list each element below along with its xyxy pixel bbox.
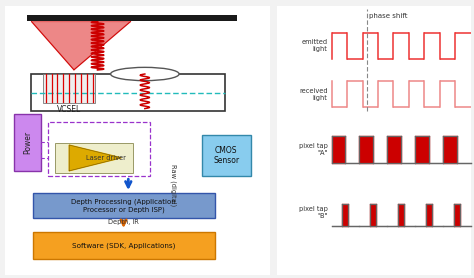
- FancyBboxPatch shape: [33, 193, 215, 218]
- FancyBboxPatch shape: [55, 143, 133, 173]
- Text: Laser driver: Laser driver: [86, 155, 126, 161]
- Text: Depth Processing (Application
Processor or Depth ISP): Depth Processing (Application Processor …: [71, 199, 176, 213]
- Text: Software (SDK, Applications): Software (SDK, Applications): [72, 242, 175, 249]
- FancyBboxPatch shape: [43, 74, 95, 103]
- Polygon shape: [69, 145, 121, 171]
- Text: Depth, IR: Depth, IR: [108, 219, 139, 225]
- Text: VCSEL: VCSEL: [57, 105, 82, 114]
- FancyBboxPatch shape: [27, 15, 237, 21]
- FancyBboxPatch shape: [201, 135, 251, 175]
- FancyBboxPatch shape: [33, 232, 215, 259]
- Ellipse shape: [110, 67, 179, 81]
- Text: received
light: received light: [299, 88, 328, 101]
- Text: Power: Power: [23, 131, 32, 154]
- FancyBboxPatch shape: [14, 114, 41, 171]
- Text: CMOS
Sensor: CMOS Sensor: [213, 146, 239, 165]
- Text: Raw (digital): Raw (digital): [170, 163, 176, 206]
- FancyBboxPatch shape: [277, 6, 471, 275]
- Text: pixel tap
"B": pixel tap "B": [299, 207, 328, 220]
- Polygon shape: [31, 21, 131, 70]
- Text: phase shift: phase shift: [369, 13, 408, 19]
- Text: emitted
light: emitted light: [301, 39, 328, 52]
- FancyBboxPatch shape: [5, 6, 270, 275]
- Text: pixel tap
"A": pixel tap "A": [299, 143, 328, 156]
- FancyBboxPatch shape: [31, 74, 225, 111]
